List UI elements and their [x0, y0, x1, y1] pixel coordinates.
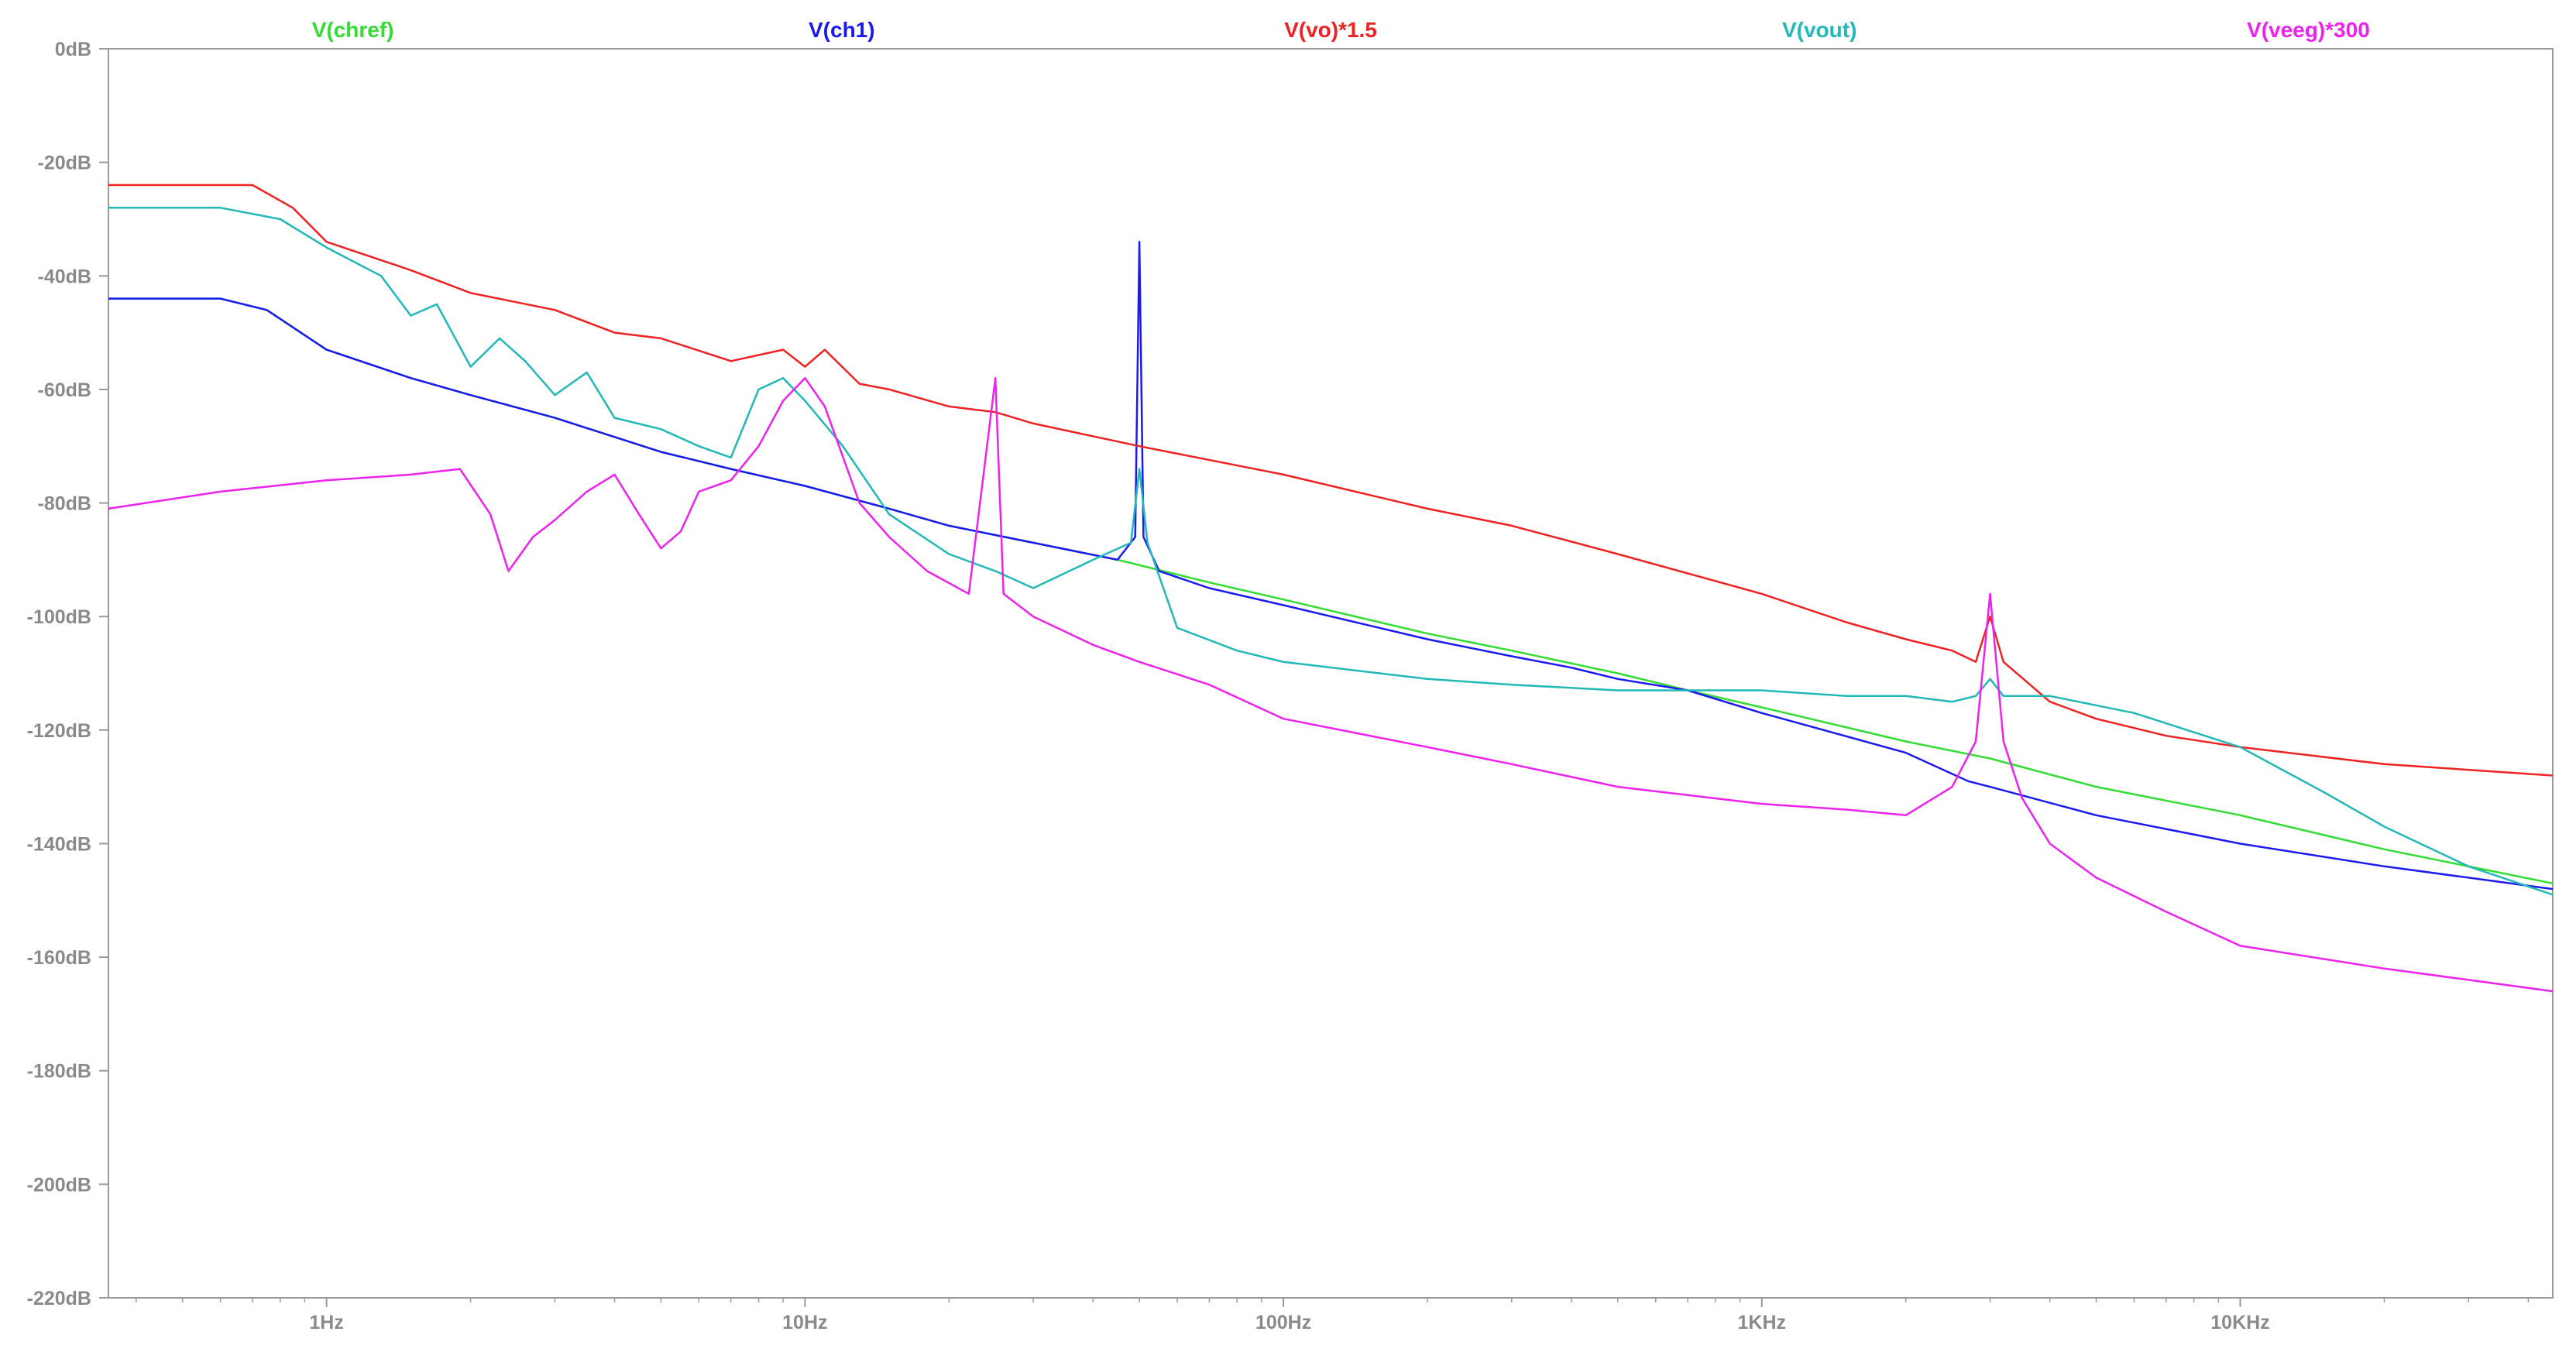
x-tick-label: 10Hz [782, 1312, 827, 1333]
series-layer [108, 184, 2554, 993]
series-line [108, 184, 2554, 777]
y-tick-label: -40dB [38, 266, 91, 287]
legend-entry: V(chref) [312, 18, 394, 42]
series-line [108, 376, 2554, 993]
y-tick-label: -80dB [38, 493, 91, 515]
x-tick-label: 1Hz [309, 1312, 343, 1333]
y-tick-label: 0dB [55, 39, 91, 60]
y-tick-label: -120dB [27, 720, 91, 742]
y-tick-label: -180dB [27, 1061, 91, 1083]
legend-entry: V(vo)*1.5 [1284, 18, 1377, 42]
y-tick-label: -100dB [27, 606, 91, 628]
x-tick-label: 1KHz [1738, 1312, 1787, 1333]
y-tick-label: -200dB [27, 1174, 91, 1196]
legend-entry: V(veeg)*300 [2247, 18, 2370, 42]
y-tick-label: -60dB [38, 379, 91, 401]
y-tick-label: -220dB [27, 1288, 91, 1309]
legend: V(chref) V(ch1) V(vo)*1.5 V(vout) V(veeg)*30… [312, 18, 2370, 42]
legend-entry: V(ch1) [809, 18, 875, 42]
plot-frame [108, 48, 2554, 1299]
y-tick-label: -140dB [27, 833, 91, 855]
x-tick-label: 10KHz [2210, 1312, 2269, 1333]
y-tick-label: -20dB [38, 153, 91, 174]
x-tick-label: 100Hz [1255, 1312, 1311, 1333]
y-tick-label: -160dB [27, 947, 91, 969]
axes: 0dB -20dB -40dB -60dB -80dB -100dB -120dB -140d… [27, 39, 2554, 1333]
legend-entry: V(vout) [1782, 18, 1856, 42]
series-line [108, 207, 2554, 896]
series-line [108, 241, 2554, 891]
